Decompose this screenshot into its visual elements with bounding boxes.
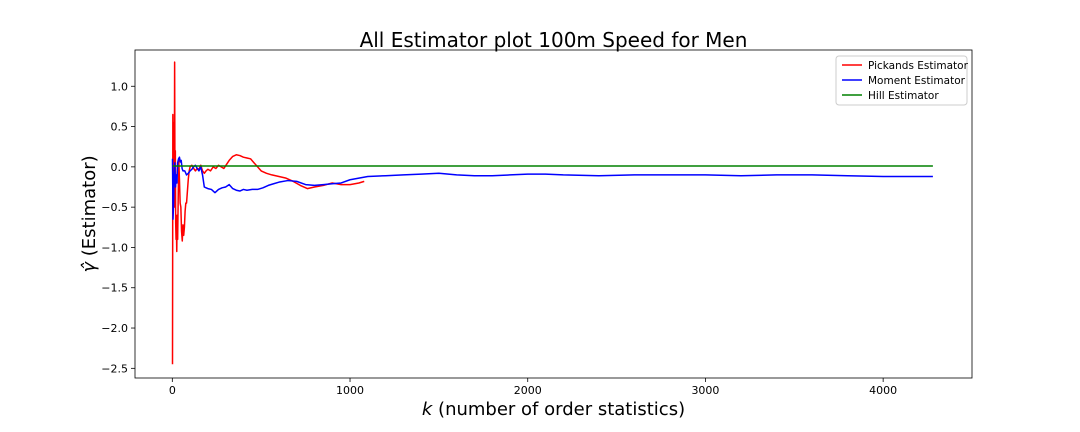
chart-title: All Estimator plot 100m Speed for Men [360,28,748,52]
y-tick-label: −0.5 [101,201,128,214]
legend-box [835,55,968,106]
legend-label-hill: Hill Estimator [868,90,939,102]
y-axis-label-text: (Estimator) [79,155,100,262]
x-tick-label: 1000 [336,384,364,397]
legend-label-moment: Moment Estimator [868,75,966,87]
y-tick-label: 0.5 [111,121,129,134]
plot-area-frame [134,49,973,379]
y-axis-ticks: 1.0 0.5 0.0 −0.5 −1.0 −1.5 −2.0 −2.5 [101,80,135,375]
x-tick-label: 3000 [691,384,719,397]
x-axis-label: k (number of order statistics) [422,399,685,420]
legend-label-pickands: Pickands Estimator [868,60,969,72]
x-tick-label: 2000 [514,384,542,397]
x-tick-label: 4000 [869,384,897,397]
y-tick-label: −1.5 [101,282,128,295]
y-axis-label: γ̂ (Estimator) [79,155,100,272]
y-tick-label: −2.0 [101,322,128,335]
x-axis-label-variable: k [422,399,434,420]
legend: Pickands Estimator Moment Estimator Hill… [835,55,969,106]
y-axis-label-variable: γ̂ [79,261,100,273]
y-tick-label: −1.0 [101,241,128,254]
y-tick-label: −2.5 [101,362,128,375]
x-tick-label: 0 [169,384,176,397]
x-axis-ticks: 0 1000 2000 3000 4000 [169,378,897,397]
y-tick-label: 1.0 [111,80,129,93]
y-tick-label: 0.0 [111,161,129,174]
series-layer [171,61,933,365]
x-axis-label-text: (number of order statistics) [432,399,685,420]
